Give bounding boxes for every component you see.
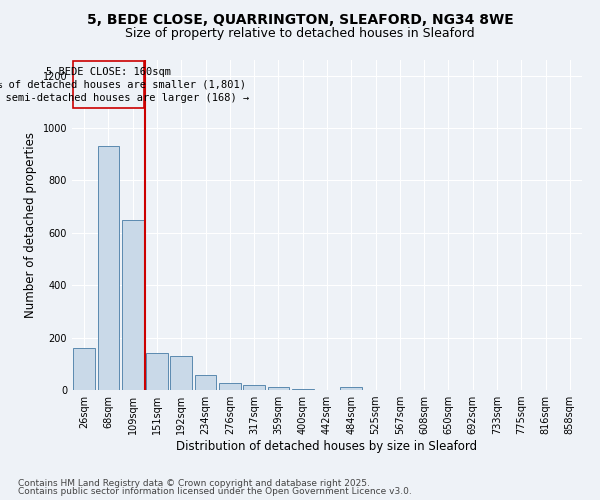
Bar — [292, 389, 314, 390]
Y-axis label: Number of detached properties: Number of detached properties — [24, 132, 37, 318]
Bar — [73, 348, 95, 390]
Text: 5, BEDE CLOSE, QUARRINGTON, SLEAFORD, NG34 8WE: 5, BEDE CLOSE, QUARRINGTON, SLEAFORD, NG… — [86, 12, 514, 26]
Text: 5 BEDE CLOSE: 160sqm
← 91% of detached houses are smaller (1,801)
9% of semi-det: 5 BEDE CLOSE: 160sqm ← 91% of detached h… — [0, 66, 249, 103]
Text: Contains HM Land Registry data © Crown copyright and database right 2025.: Contains HM Land Registry data © Crown c… — [18, 478, 370, 488]
Bar — [122, 220, 143, 390]
Bar — [194, 375, 217, 390]
FancyBboxPatch shape — [73, 62, 143, 108]
Bar — [243, 385, 265, 390]
Bar — [340, 388, 362, 390]
Text: Contains public sector information licensed under the Open Government Licence v3: Contains public sector information licen… — [18, 487, 412, 496]
Text: Size of property relative to detached houses in Sleaford: Size of property relative to detached ho… — [125, 28, 475, 40]
Bar — [146, 354, 168, 390]
Bar — [97, 146, 119, 390]
Bar — [268, 388, 289, 390]
Bar — [170, 356, 192, 390]
X-axis label: Distribution of detached houses by size in Sleaford: Distribution of detached houses by size … — [176, 440, 478, 453]
Bar — [219, 384, 241, 390]
